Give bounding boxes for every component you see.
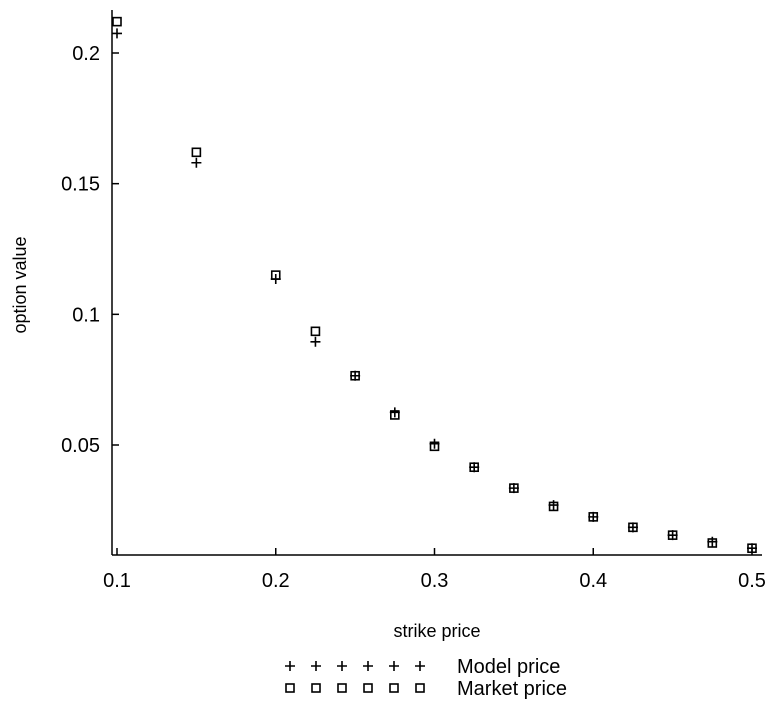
legend-plus-marker (415, 661, 425, 671)
legend-plus-marker (285, 661, 295, 671)
market-price-point (112, 16, 122, 27)
legend-square-marker (285, 683, 295, 693)
y-axis-label: option value (10, 236, 30, 333)
legend-square-marker (311, 683, 321, 693)
model-price-point (310, 336, 321, 347)
x-tick-label: 0.3 (421, 570, 449, 592)
x-axis-label: strike price (393, 621, 480, 641)
legend-square-marker (363, 683, 373, 693)
market-price-point (310, 326, 321, 337)
model-price-point (112, 28, 122, 39)
market-price-point (548, 501, 559, 512)
market-price-point (350, 370, 360, 381)
legend-plus-marker (311, 661, 321, 671)
y-tick-label: 0.05 (61, 435, 100, 457)
legend-item: Model price (285, 656, 560, 678)
market-price-point (707, 538, 718, 548)
legend-square-marker (389, 683, 399, 693)
market-price-point (628, 522, 638, 533)
legend-plus-marker (337, 661, 347, 671)
x-tick-label: 0.1 (103, 570, 131, 592)
market-price-point (588, 512, 599, 522)
market-price-point (390, 410, 400, 420)
legend-square-marker (337, 683, 347, 693)
x-tick-label: 0.2 (262, 570, 290, 592)
market-price-point (509, 483, 519, 493)
legend-square-marker (415, 683, 425, 693)
model-price-point (191, 157, 202, 168)
axis-ticks: 0.1 0.2 0.3 0.4 0.5 0.05 0.1 0.15 0.2 (61, 43, 766, 592)
x-tick-label: 0.5 (738, 570, 766, 592)
series-1 (112, 16, 757, 554)
market-price-point (469, 462, 479, 473)
market-price-point (191, 147, 202, 158)
legend-item: Market price (285, 678, 567, 700)
axes (111, 10, 762, 556)
market-price-point (270, 270, 281, 280)
x-tick-label: 0.4 (579, 570, 607, 592)
y-tick-label: 0.1 (72, 304, 100, 326)
legend-label: Market price (457, 678, 567, 700)
legend-plus-marker (389, 661, 399, 671)
market-price-point (429, 441, 440, 452)
y-tick-label: 0.2 (72, 43, 100, 65)
legend-label: Model price (457, 656, 560, 678)
data-marks (112, 16, 757, 554)
y-tick-label: 0.15 (61, 174, 100, 196)
legend-plus-marker (363, 661, 373, 671)
market-price-point (747, 543, 757, 554)
series-0 (112, 28, 757, 554)
market-price-point (667, 530, 678, 540)
